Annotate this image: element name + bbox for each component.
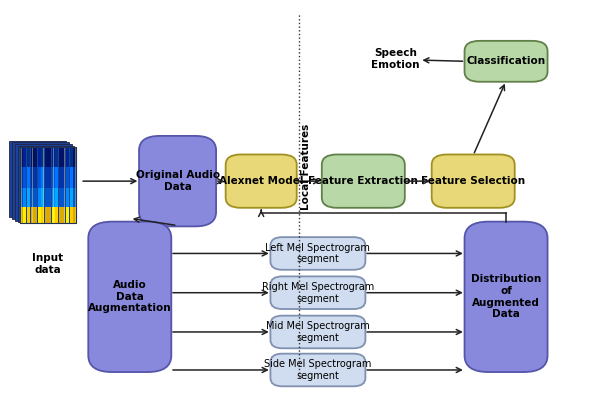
Bar: [55, 207, 58, 223]
Text: Mid Mel Spectrogram
segment: Mid Mel Spectrogram segment: [266, 321, 370, 343]
Bar: [59, 167, 62, 188]
Bar: [44, 207, 48, 223]
Bar: [23, 167, 26, 188]
Bar: [20, 207, 23, 223]
Bar: [70, 207, 73, 223]
Bar: [73, 188, 76, 207]
FancyBboxPatch shape: [322, 154, 405, 208]
Bar: [48, 167, 51, 188]
Text: Feature Selection: Feature Selection: [421, 176, 525, 186]
Bar: [62, 207, 65, 223]
Bar: [70, 188, 73, 207]
Bar: [17, 146, 74, 222]
Bar: [44, 188, 48, 207]
Text: Side Mel Spectrogram
segment: Side Mel Spectrogram segment: [264, 359, 371, 381]
Bar: [62, 147, 65, 167]
Bar: [73, 147, 76, 167]
Bar: [52, 147, 55, 167]
Text: Left Mel Spectrogram
segment: Left Mel Spectrogram segment: [265, 243, 370, 264]
Bar: [23, 147, 26, 167]
Text: Input
data: Input data: [32, 253, 64, 275]
Bar: [23, 188, 26, 207]
Bar: [20, 188, 23, 207]
Bar: [31, 188, 34, 207]
Bar: [31, 207, 34, 223]
Bar: [41, 167, 44, 188]
Bar: [59, 188, 62, 207]
Bar: [20, 167, 23, 188]
FancyBboxPatch shape: [139, 136, 216, 226]
Bar: [66, 167, 69, 188]
Bar: [55, 167, 58, 188]
Bar: [48, 207, 51, 223]
Bar: [38, 188, 41, 207]
Text: Distribution
of
Augmented
Data: Distribution of Augmented Data: [471, 275, 541, 319]
Bar: [52, 167, 55, 188]
Bar: [52, 207, 55, 223]
FancyBboxPatch shape: [271, 276, 365, 309]
Text: Original Audio
Data: Original Audio Data: [136, 170, 220, 192]
Bar: [20, 147, 23, 167]
Bar: [62, 188, 65, 207]
FancyBboxPatch shape: [271, 354, 365, 386]
Bar: [41, 188, 44, 207]
Bar: [27, 188, 30, 207]
Text: Feature Extraction: Feature Extraction: [308, 176, 418, 186]
Bar: [70, 167, 73, 188]
FancyBboxPatch shape: [88, 222, 171, 372]
Bar: [12, 142, 68, 219]
Bar: [41, 207, 44, 223]
Bar: [38, 207, 41, 223]
Bar: [34, 188, 37, 207]
Bar: [48, 188, 51, 207]
Bar: [55, 147, 58, 167]
FancyBboxPatch shape: [464, 222, 548, 372]
Bar: [44, 147, 48, 167]
Bar: [73, 207, 76, 223]
Text: Right Mel Spectrogram
segment: Right Mel Spectrogram segment: [262, 282, 374, 304]
Bar: [66, 147, 69, 167]
Bar: [23, 207, 26, 223]
FancyBboxPatch shape: [271, 237, 365, 270]
Bar: [15, 144, 71, 220]
Text: Speech
Emotion: Speech Emotion: [371, 48, 420, 70]
Bar: [38, 147, 41, 167]
Bar: [31, 147, 34, 167]
Bar: [34, 147, 37, 167]
Bar: [52, 188, 55, 207]
FancyBboxPatch shape: [431, 154, 515, 208]
Bar: [59, 147, 62, 167]
Bar: [27, 167, 30, 188]
Bar: [27, 207, 30, 223]
Bar: [66, 207, 69, 223]
FancyBboxPatch shape: [226, 154, 297, 208]
Bar: [27, 147, 30, 167]
Text: Classification: Classification: [466, 56, 545, 66]
Bar: [9, 141, 66, 217]
Bar: [38, 167, 41, 188]
Text: Audio
Data
Augmentation: Audio Data Augmentation: [88, 280, 172, 313]
Bar: [73, 167, 76, 188]
Bar: [34, 167, 37, 188]
Bar: [55, 188, 58, 207]
Bar: [41, 147, 44, 167]
Bar: [62, 167, 65, 188]
Bar: [48, 147, 51, 167]
Bar: [34, 207, 37, 223]
FancyBboxPatch shape: [271, 316, 365, 348]
Bar: [44, 167, 48, 188]
Bar: [20, 147, 76, 223]
Bar: [66, 188, 69, 207]
FancyBboxPatch shape: [464, 41, 548, 82]
Text: Alexnet Model: Alexnet Model: [219, 176, 304, 186]
Bar: [31, 167, 34, 188]
Bar: [70, 147, 73, 167]
Bar: [59, 207, 62, 223]
Text: Local Features: Local Features: [301, 124, 311, 210]
Bar: [20, 147, 76, 223]
